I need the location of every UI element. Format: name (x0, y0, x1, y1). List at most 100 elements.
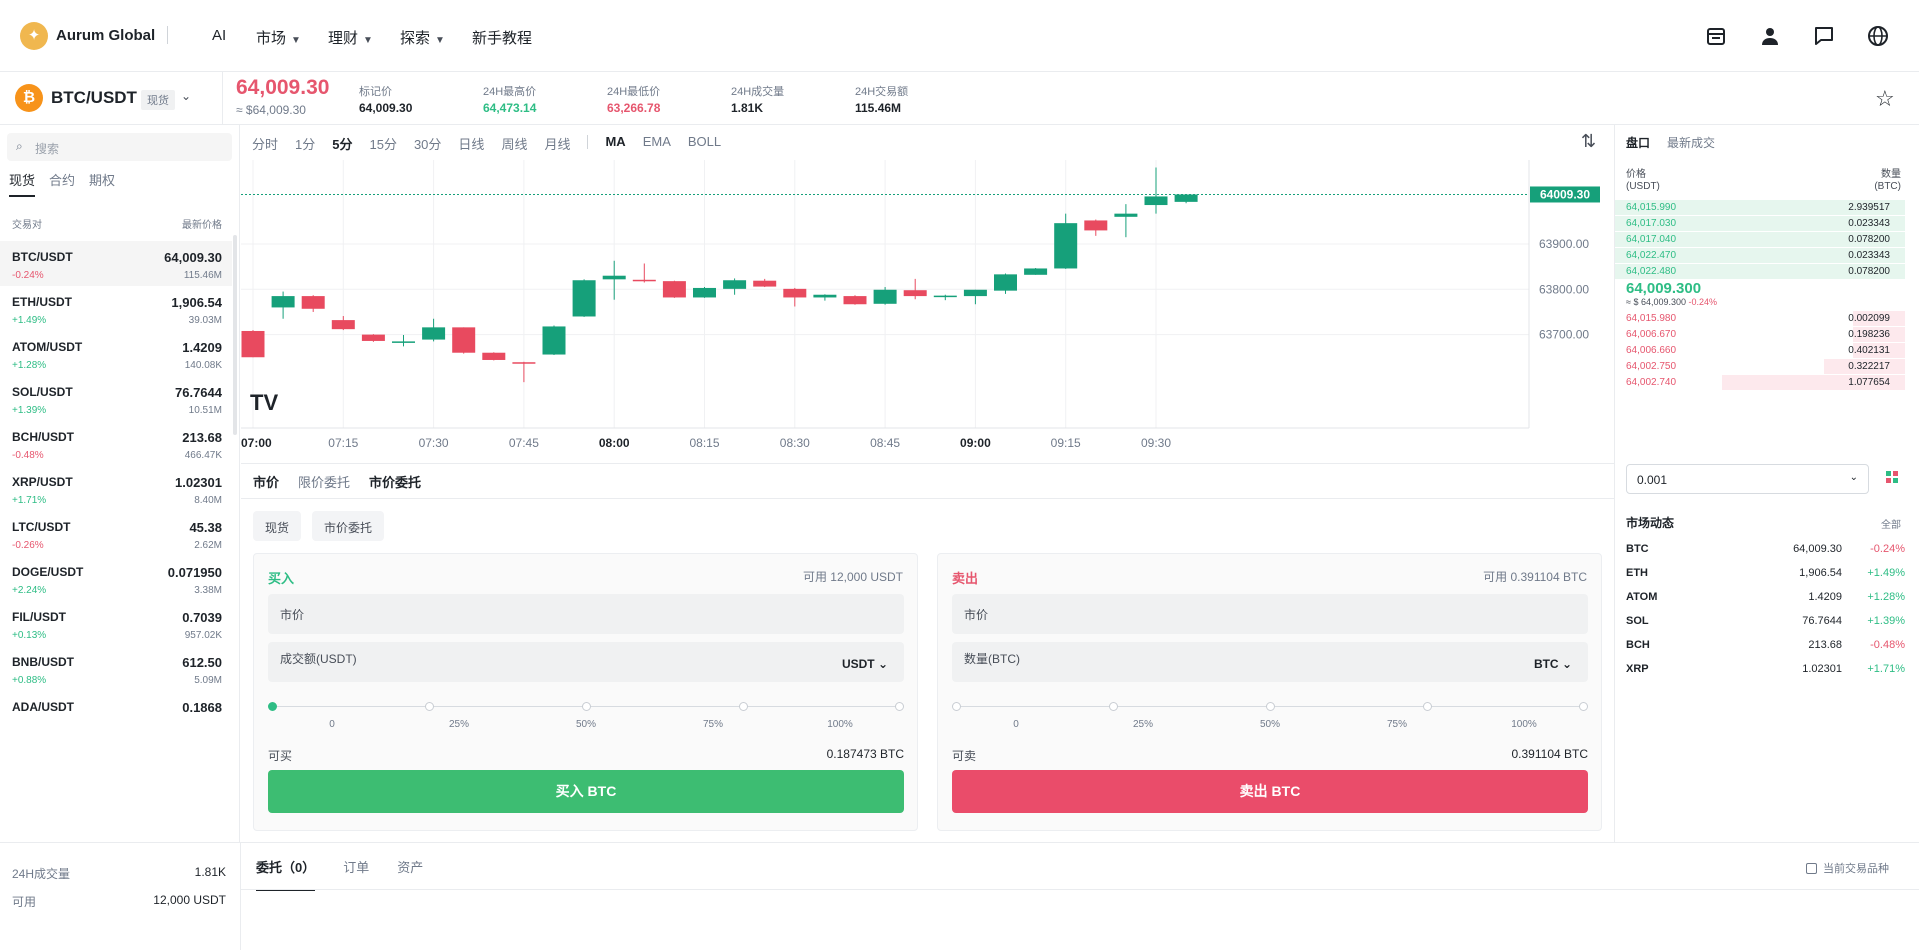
candle[interactable] (392, 335, 415, 347)
candle[interactable] (813, 294, 837, 301)
orderbook-ask-row[interactable]: 64,015.980 0.002099 (1615, 311, 1905, 326)
candle[interactable] (1024, 268, 1048, 275)
tab-recent-trades[interactable]: 最新成交 (1667, 136, 1716, 150)
candle[interactable] (271, 291, 295, 319)
market-move-row[interactable]: BCH 213.68 -0.48% (1626, 639, 1905, 659)
market-move-row[interactable]: SOL 76.7644 +1.39% (1626, 615, 1905, 635)
current-symbol-checkbox[interactable]: 当前交易品种 (1806, 860, 1889, 876)
tab-market-order[interactable]: 市价委托 (369, 475, 422, 490)
user-icon[interactable] (1758, 24, 1782, 48)
candle[interactable] (933, 294, 957, 301)
sell-unit-select[interactable]: BTC ⌄ (1533, 657, 1572, 671)
candle[interactable] (331, 316, 355, 331)
tab-limit-order[interactable]: 限价委托 (298, 475, 351, 490)
orderbook-bid-row[interactable]: 64,015.990 2.939517 (1615, 200, 1905, 215)
candle[interactable] (753, 278, 777, 288)
sell-price-field[interactable]: 市价 (952, 594, 1588, 634)
nav-ai[interactable]: AI (212, 27, 227, 44)
tab-assets[interactable]: 资产 (397, 860, 424, 875)
sell-amount-input[interactable]: 数量(BTC) BTC ⌄ (952, 642, 1588, 682)
pair-row[interactable]: BNB/USDT 612.50 +0.88% 5.09M (0, 646, 232, 691)
orderbook-ask-row[interactable]: 64,002.750 0.322217 (1615, 359, 1905, 374)
indicator-tab[interactable]: EMA (642, 134, 671, 149)
scrollbar[interactable] (233, 235, 237, 435)
interval-tab[interactable]: 1分 (295, 137, 316, 152)
candle[interactable] (873, 287, 897, 305)
candle[interactable] (1144, 167, 1168, 214)
pair-selector[interactable]: BTC/USDT (51, 88, 137, 107)
candle[interactable] (723, 278, 747, 295)
slider-dot-25[interactable] (1109, 702, 1118, 711)
interval-tab[interactable]: 30分 (413, 137, 442, 152)
buy-percent-slider[interactable]: 0 25% 50% 75% 100% (268, 701, 904, 731)
sell-button[interactable]: 卖出 BTC (952, 770, 1588, 813)
orderbook-bid-row[interactable]: 64,017.030 0.023343 (1615, 216, 1905, 231)
tab-spot[interactable]: 现货 (9, 170, 36, 197)
slider-dot-0[interactable] (952, 702, 961, 711)
indicator-tab[interactable]: BOLL (687, 134, 722, 149)
candle[interactable] (783, 287, 807, 307)
pair-row[interactable]: BTC/USDT 64,009.30 -0.24% 115.46M (0, 241, 232, 286)
favorite-star-icon[interactable]: ☆ (1875, 86, 1895, 111)
orderbook-bid-row[interactable]: 64,022.480 0.078200 (1615, 264, 1905, 279)
market-move-row[interactable]: ATOM 1.4209 +1.28% (1626, 591, 1905, 611)
market-moves-all-link[interactable]: 全部 (1881, 520, 1901, 531)
candle[interactable] (512, 361, 536, 383)
nav-finance[interactable]: 理财 ▼ (328, 30, 373, 47)
candle[interactable] (903, 278, 927, 300)
market-move-row[interactable]: BTC 64,009.30 -0.24% (1626, 543, 1905, 563)
tab-market[interactable]: 市价 (253, 475, 280, 490)
candle[interactable] (662, 280, 686, 298)
sell-percent-slider[interactable]: 0 25% 50% 75% 100% (952, 701, 1588, 731)
orderbook-ask-row[interactable]: 64,006.670 0.198236 (1615, 327, 1905, 342)
orderbook-ask-row[interactable]: 64,006.660 0.402131 (1615, 343, 1905, 358)
candle[interactable] (1084, 219, 1108, 236)
orderbook-ask-row[interactable]: 64,002.740 1.077654 (1615, 375, 1905, 390)
candle[interactable] (301, 295, 325, 312)
slider-dot-50[interactable] (582, 702, 591, 711)
indicator-tab[interactable]: MA (605, 134, 626, 149)
interval-tab[interactable]: 日线 (458, 137, 485, 152)
nav-explore[interactable]: 探索 ▼ (400, 30, 445, 47)
tab-open-orders[interactable]: 委托（0） (256, 857, 316, 891)
interval-tab[interactable]: 15分 (369, 137, 397, 152)
candle[interactable] (452, 327, 476, 354)
pill-market-order[interactable]: 市价委托 (312, 511, 385, 541)
buy-price-field[interactable]: 市价 (268, 594, 904, 634)
interval-tab[interactable]: 5分 (332, 137, 353, 152)
buy-unit-select[interactable]: USDT ⌄ (841, 657, 888, 671)
brand-logo-icon[interactable]: ✦ (20, 22, 48, 50)
orderbook-bid-row[interactable]: 64,017.040 0.078200 (1615, 232, 1905, 247)
candle[interactable] (572, 279, 596, 317)
candle[interactable] (1174, 194, 1198, 204)
pair-row[interactable]: XRP/USDT 1.02301 +1.71% 8.40M (0, 466, 232, 511)
slider-dot-100[interactable] (895, 702, 904, 711)
search-input[interactable]: ⌕ 搜索 (7, 133, 232, 161)
chevron-down-icon[interactable]: ⌄ (181, 89, 192, 103)
slider-dot-100[interactable] (1579, 702, 1588, 711)
candle[interactable] (361, 334, 385, 342)
candle[interactable] (542, 325, 566, 355)
checkbox-icon[interactable] (1806, 863, 1817, 874)
pill-spot[interactable]: 现货 (253, 511, 302, 541)
chart-settings-icon[interactable]: ⇅ (1581, 131, 1597, 151)
nav-market[interactable]: 市场 ▼ (256, 30, 301, 47)
slider-dot-50[interactable] (1266, 702, 1275, 711)
slider-dot-25[interactable] (425, 702, 434, 711)
pair-row[interactable]: BCH/USDT 213.68 -0.48% 466.47K (0, 421, 232, 466)
brand-name[interactable]: Aurum Global (56, 27, 156, 44)
slider-dot-0[interactable] (268, 702, 277, 711)
buy-amount-input[interactable]: 成交额(USDT) USDT ⌄ (268, 642, 904, 682)
price-step-select[interactable]: 0.001 ⌄ (1626, 464, 1869, 494)
slider-dot-75[interactable] (1423, 702, 1432, 711)
globe-icon[interactable] (1866, 24, 1890, 48)
pair-row[interactable]: ETH/USDT 1,906.54 +1.49% 39.03M (0, 286, 232, 331)
market-move-row[interactable]: ETH 1,906.54 +1.49% (1626, 567, 1905, 587)
candle[interactable] (994, 273, 1017, 294)
nav-tutorial[interactable]: 新手教程 (472, 30, 533, 47)
candle[interactable] (241, 330, 265, 358)
candlestick-chart[interactable]: 64009.30 63900.00 63800.00 63700.00 07:00 07:… (241, 160, 1614, 463)
candle[interactable] (843, 295, 867, 305)
slider-dot-75[interactable] (739, 702, 748, 711)
buy-button[interactable]: 买入 BTC (268, 770, 904, 813)
